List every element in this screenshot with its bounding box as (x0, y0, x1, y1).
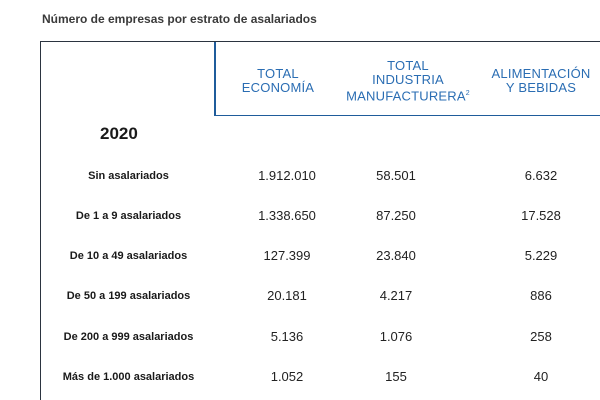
table-row: De 200 a 999 asalariados 5.136 1.076 258 (41, 327, 600, 347)
cell-industria: 23.840 (376, 248, 416, 263)
row-label: De 1 a 9 asalariados (75, 210, 182, 222)
cell-industria: 58.501 (376, 168, 416, 183)
row-label: Más de 1.000 asalariados (62, 371, 195, 383)
cell-total-economia: 20.181 (267, 288, 307, 303)
cell-alimentacion: 258 (530, 329, 552, 344)
row-label: Sin asalariados (88, 170, 169, 182)
frame-top-border (40, 41, 600, 42)
cell-industria: 1.076 (379, 329, 413, 344)
header-vertical-rule (214, 42, 216, 116)
table-row: Sin asalariados 1.912.010 58.501 6.632 (41, 166, 600, 186)
row-label: De 200 a 999 asalariados (63, 331, 194, 343)
cell-total-economia: 1.052 (270, 369, 304, 384)
column-header-total-economia: TOTAL ECONOMÍA (241, 66, 315, 95)
table-row: Más de 1.000 asalariados 1.052 155 40 (41, 367, 600, 387)
cell-industria: 87.250 (376, 208, 416, 223)
cell-industria: 155 (385, 369, 407, 384)
frame-left-border (40, 41, 41, 400)
cell-total-economia: 1.912.010 (258, 168, 316, 183)
table-row: De 10 a 49 asalariados 127.399 23.840 5.… (41, 246, 600, 266)
column-header-industria-manufacturera: TOTAL INDUSTRIA MANUFACTURERA2 (346, 57, 470, 104)
row-label: De 50 a 199 asalariados (66, 290, 191, 302)
row-label: De 10 a 49 asalariados (69, 250, 188, 262)
cell-total-economia: 1.338.650 (258, 208, 316, 223)
cell-alimentacion: 17.528 (521, 208, 561, 223)
table-row: De 1 a 9 asalariados 1.338.650 87.250 17… (41, 206, 600, 226)
column-header-alimentacion-bebidas: ALIMENTACIÓN Y BEBIDAS (491, 66, 591, 95)
cell-alimentacion: 6.632 (524, 168, 558, 183)
cell-total-economia: 5.136 (270, 329, 304, 344)
cell-total-economia: 127.399 (263, 248, 311, 263)
cell-industria: 4.217 (379, 288, 413, 303)
cell-alimentacion: 5.229 (524, 248, 558, 263)
table-row: De 50 a 199 asalariados 20.181 4.217 886 (41, 286, 600, 306)
header-horizontal-rule (214, 115, 600, 116)
table-caption: Número de empresas por estrato de asalar… (42, 12, 317, 26)
cell-alimentacion: 40 (533, 369, 549, 384)
cell-alimentacion: 886 (530, 288, 552, 303)
year-label: 2020 (100, 124, 138, 143)
